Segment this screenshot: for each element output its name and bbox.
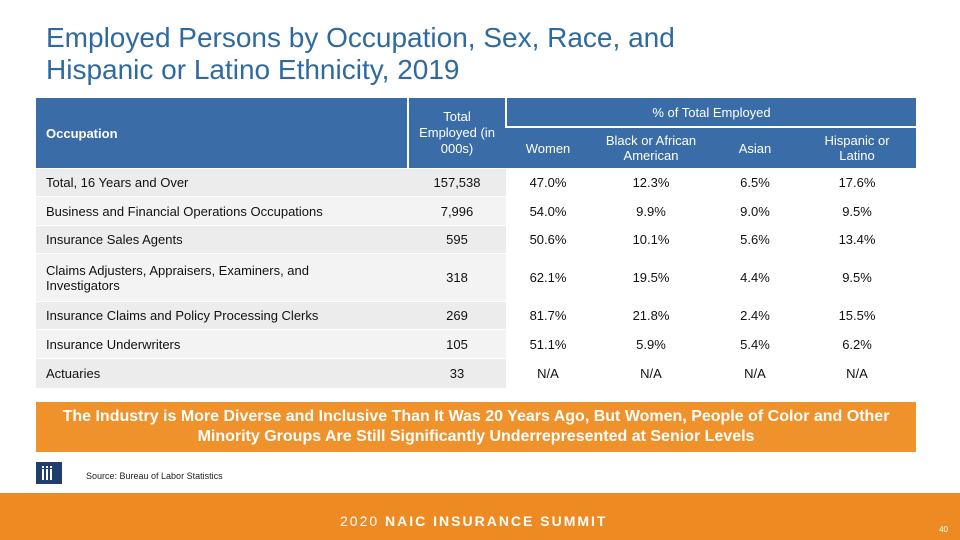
cell-women: 81.7% — [506, 301, 590, 330]
cell-total: 157,538 — [408, 168, 506, 197]
cell-hispanic: 13.4% — [798, 225, 917, 254]
cell-asian: N/A — [712, 358, 798, 388]
cell-black: 10.1% — [590, 225, 712, 254]
cell-black: N/A — [590, 358, 712, 388]
header-black: Black or African American — [590, 127, 712, 169]
cell-asian: 2.4% — [712, 301, 798, 330]
summit-event: NAIC INSURANCE SUMMIT — [385, 513, 608, 529]
table-row: Insurance Underwriters 105 51.1% 5.9% 5.… — [36, 329, 917, 359]
cell-occupation: Insurance Underwriters — [36, 329, 408, 359]
cell-total: 105 — [408, 329, 506, 359]
title-line-2: Hispanic or Latino Ethnicity, 2019 — [46, 54, 460, 85]
cell-occupation: Insurance Claims and Policy Processing C… — [36, 301, 408, 330]
cell-hispanic: 15.5% — [798, 301, 917, 330]
table-row: Actuaries 33 N/A N/A N/A N/A — [36, 358, 917, 388]
cell-women: 47.0% — [506, 168, 590, 197]
cell-hispanic: N/A — [798, 358, 917, 388]
cell-occupation: Total, 16 Years and Over — [36, 168, 408, 197]
cell-women: N/A — [506, 358, 590, 388]
table-row: Insurance Claims and Policy Processing C… — [36, 301, 917, 330]
table-row: Claims Adjusters, Appraisers, Examiners,… — [36, 253, 917, 302]
table-row: Insurance Sales Agents 595 50.6% 10.1% 5… — [36, 225, 917, 254]
summit-title: 2020 NAIC INSURANCE SUMMIT — [340, 513, 608, 529]
cell-asian: 5.4% — [712, 329, 798, 359]
cell-women: 50.6% — [506, 225, 590, 254]
banner-text: The Industry is More Diverse and Inclusi… — [62, 408, 890, 445]
cell-total: 7,996 — [408, 196, 506, 226]
page-title: Employed Persons by Occupation, Sex, Rac… — [46, 22, 806, 86]
header-women: Women — [506, 127, 590, 169]
cell-total: 269 — [408, 301, 506, 330]
cell-asian: 6.5% — [712, 168, 798, 197]
cell-occupation: Actuaries — [36, 358, 408, 388]
cell-total: 33 — [408, 358, 506, 388]
cell-black: 12.3% — [590, 168, 712, 197]
source-note: Source: Bureau of Labor Statistics — [86, 471, 223, 481]
cell-hispanic: 6.2% — [798, 329, 917, 359]
logo-bars-icon — [42, 466, 52, 480]
cell-black: 5.9% — [590, 329, 712, 359]
cell-asian: 4.4% — [712, 253, 798, 302]
cell-asian: 9.0% — [712, 196, 798, 226]
header-percent-group: % of Total Employed — [504, 98, 917, 128]
cell-women: 62.1% — [506, 253, 590, 302]
cell-occupation: Claims Adjusters, Appraisers, Examiners,… — [36, 253, 408, 302]
title-line-1: Employed Persons by Occupation, Sex, Rac… — [46, 22, 675, 53]
cell-hispanic: 17.6% — [798, 168, 917, 197]
summit-year: 2020 — [340, 513, 380, 529]
cell-occupation: Business and Financial Operations Occupa… — [36, 196, 408, 226]
cell-black: 9.9% — [590, 196, 712, 226]
cell-women: 51.1% — [506, 329, 590, 359]
cell-hispanic: 9.5% — [798, 196, 917, 226]
page-number: 40 — [939, 525, 948, 534]
cell-asian: 5.6% — [712, 225, 798, 254]
cell-total: 318 — [408, 253, 506, 302]
header-occupation: Occupation — [36, 98, 408, 169]
cell-hispanic: 9.5% — [798, 253, 917, 302]
cell-black: 19.5% — [590, 253, 712, 302]
occupation-table: Occupation Total Employed (in 000s) % of… — [36, 98, 917, 388]
cell-occupation: Insurance Sales Agents — [36, 225, 408, 254]
table-row: Business and Financial Operations Occupa… — [36, 196, 917, 226]
table-row: Total, 16 Years and Over 157,538 47.0% 1… — [36, 168, 917, 197]
header-hispanic: Hispanic or Latino — [798, 127, 917, 169]
header-asian: Asian — [712, 127, 798, 169]
footer-bar: 2020 NAIC INSURANCE SUMMIT 40 — [0, 493, 960, 540]
key-takeaway-banner: The Industry is More Diverse and Inclusi… — [36, 402, 916, 452]
cell-total: 595 — [408, 225, 506, 254]
iii-logo-icon — [36, 462, 62, 484]
cell-black: 21.8% — [590, 301, 712, 330]
cell-women: 54.0% — [506, 196, 590, 226]
header-total-employed: Total Employed (in 000s) — [407, 98, 506, 169]
